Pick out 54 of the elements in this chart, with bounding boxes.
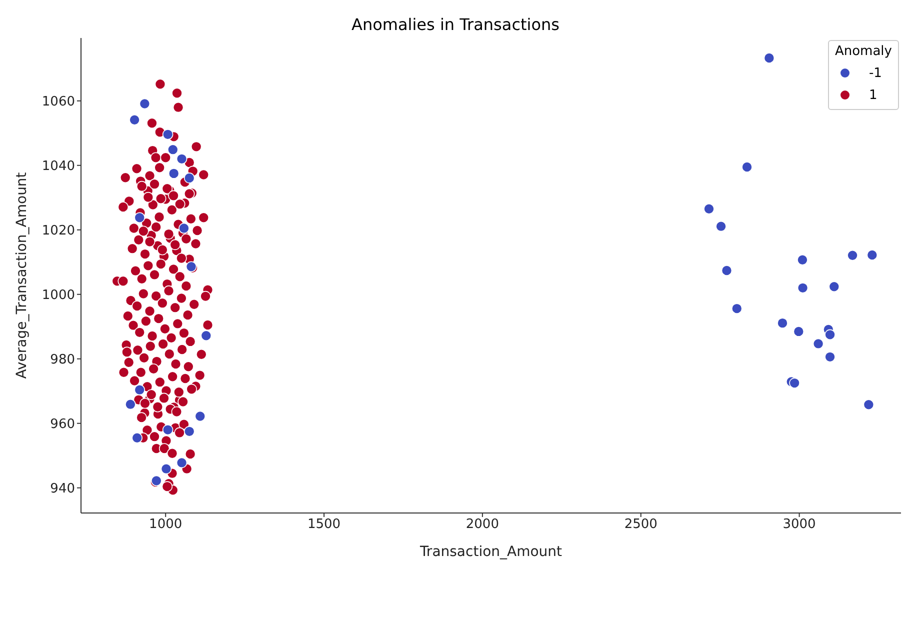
point <box>162 424 174 436</box>
point <box>178 222 190 234</box>
legend-title: Anomaly <box>834 44 892 59</box>
point <box>716 220 726 232</box>
point <box>812 338 824 350</box>
point <box>184 426 195 437</box>
point <box>742 162 752 172</box>
x-tick-label: 3000 <box>782 517 816 532</box>
x-tick-label: 2000 <box>466 517 499 532</box>
point <box>764 52 775 64</box>
point <box>168 168 180 179</box>
point <box>777 318 788 328</box>
point <box>793 326 804 337</box>
point <box>866 250 878 260</box>
point <box>160 463 172 474</box>
y-tick-label: 1060 <box>42 94 75 110</box>
x-axis-title: Transaction_Amount <box>418 544 563 560</box>
point <box>704 204 714 214</box>
point <box>797 254 808 266</box>
y-tick-label: 980 <box>50 352 75 368</box>
point <box>824 329 836 340</box>
y-tick-label: 1020 <box>42 223 75 238</box>
point <box>863 399 874 410</box>
legend-label: -1 <box>868 66 882 80</box>
point <box>139 98 150 110</box>
point <box>167 144 178 155</box>
point <box>129 114 140 126</box>
point <box>125 398 136 410</box>
point <box>824 352 836 362</box>
point <box>789 378 800 388</box>
point <box>194 410 206 422</box>
y-axis-title: Average_Transaction_Amount <box>14 172 30 379</box>
y-tick-label: 940 <box>50 481 75 496</box>
point <box>847 250 858 261</box>
point <box>176 154 188 164</box>
x-tick-label: 2500 <box>624 517 658 532</box>
point <box>184 172 195 184</box>
point <box>162 129 174 140</box>
point <box>134 384 146 396</box>
x-tick-label: 1500 <box>307 517 341 532</box>
point <box>721 265 732 276</box>
point <box>134 212 146 224</box>
y-tick-label: 1000 <box>42 288 75 303</box>
x-tick-label: 1000 <box>149 517 182 532</box>
chart-title: Anomalies in Transactions <box>350 14 560 36</box>
point <box>828 281 840 292</box>
legend-label: 1 <box>868 88 878 102</box>
y-tick-label: 1040 <box>42 158 75 174</box>
y-tick-label: 960 <box>50 416 75 432</box>
point <box>200 330 212 342</box>
point <box>797 282 808 294</box>
point <box>731 303 742 314</box>
point <box>176 457 188 468</box>
point <box>132 432 142 444</box>
